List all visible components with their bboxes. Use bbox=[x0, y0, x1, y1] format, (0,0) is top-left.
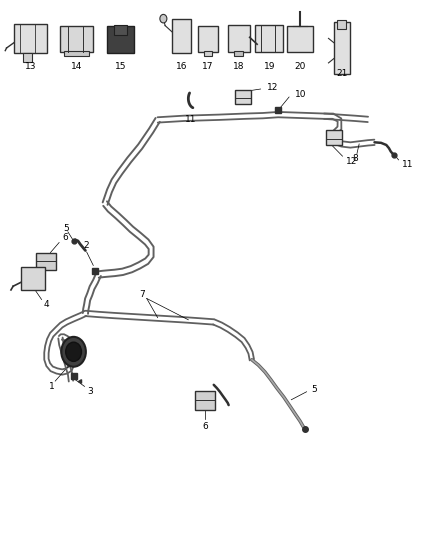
Bar bbox=[234, 51, 243, 56]
Text: 4: 4 bbox=[44, 301, 49, 309]
Text: 3: 3 bbox=[88, 387, 93, 396]
Text: 7: 7 bbox=[139, 290, 145, 298]
Text: 18: 18 bbox=[233, 62, 244, 71]
Bar bbox=[36, 253, 56, 270]
Bar bbox=[228, 25, 250, 52]
Circle shape bbox=[160, 14, 167, 23]
Bar bbox=[64, 51, 89, 56]
Circle shape bbox=[61, 337, 86, 367]
Text: 11: 11 bbox=[185, 116, 196, 124]
Text: 20: 20 bbox=[294, 62, 306, 71]
Bar bbox=[198, 26, 218, 52]
Text: 12: 12 bbox=[267, 83, 279, 92]
Bar bbox=[14, 24, 47, 53]
Bar bbox=[114, 25, 127, 35]
Bar bbox=[204, 51, 212, 56]
Bar bbox=[172, 19, 191, 53]
Bar bbox=[255, 25, 283, 52]
Text: 12: 12 bbox=[346, 157, 357, 166]
Text: 14: 14 bbox=[71, 62, 82, 71]
Bar bbox=[287, 26, 313, 52]
Text: 13: 13 bbox=[25, 62, 36, 71]
Bar bbox=[337, 20, 346, 29]
Text: 5: 5 bbox=[311, 385, 317, 393]
Bar bbox=[334, 22, 350, 74]
Text: 2: 2 bbox=[83, 241, 88, 249]
Text: 11: 11 bbox=[402, 160, 413, 168]
Text: 16: 16 bbox=[176, 62, 187, 71]
Text: 15: 15 bbox=[115, 62, 126, 71]
Bar bbox=[23, 53, 32, 62]
Text: 19: 19 bbox=[264, 62, 275, 71]
Bar bbox=[21, 266, 45, 290]
Text: 21: 21 bbox=[336, 69, 347, 78]
Bar bbox=[107, 26, 134, 53]
Text: 6: 6 bbox=[63, 233, 68, 241]
Text: 6: 6 bbox=[202, 422, 208, 431]
Bar bbox=[195, 391, 215, 410]
Bar bbox=[326, 130, 342, 145]
Text: 1: 1 bbox=[49, 382, 55, 391]
Bar bbox=[235, 90, 251, 104]
Text: 10: 10 bbox=[295, 90, 306, 99]
Text: 5: 5 bbox=[63, 224, 69, 232]
Text: 17: 17 bbox=[202, 62, 214, 71]
Text: 8: 8 bbox=[353, 154, 359, 163]
Bar bbox=[60, 26, 93, 52]
Circle shape bbox=[66, 342, 81, 361]
